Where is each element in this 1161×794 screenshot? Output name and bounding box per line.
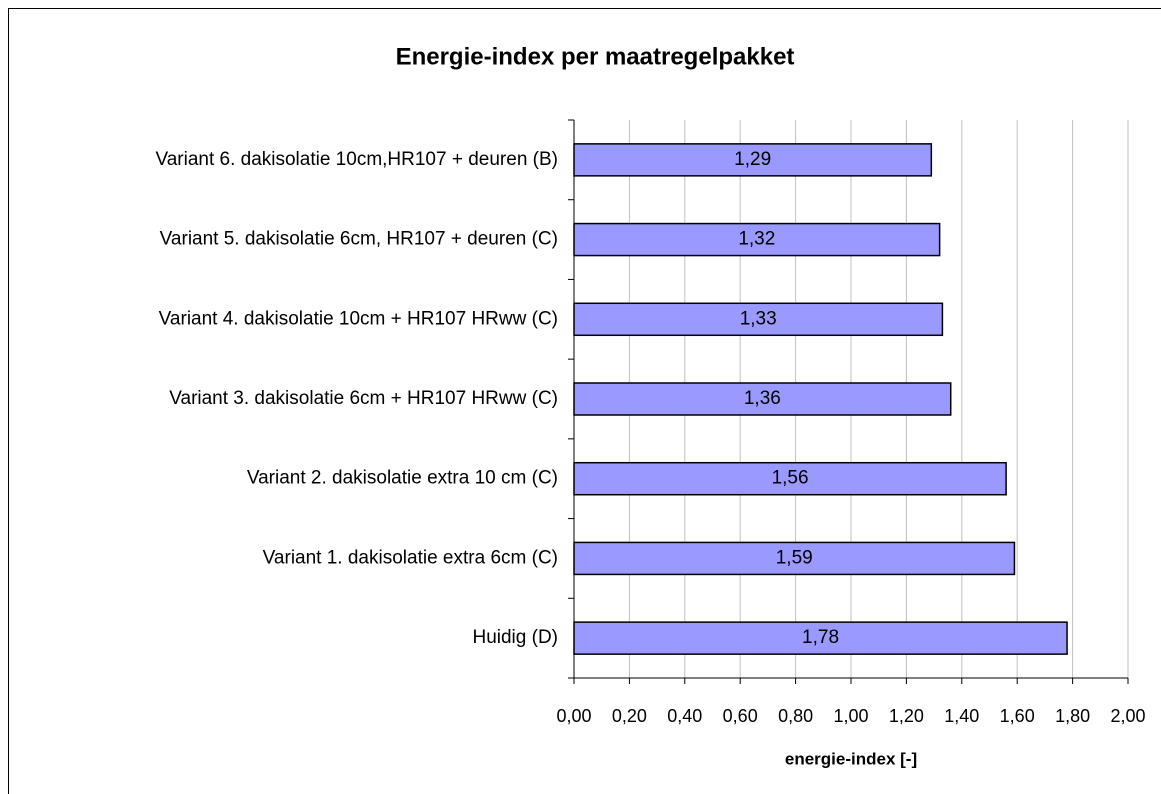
x-tick-label: 0,60 (723, 706, 758, 726)
value-label: 1,56 (772, 468, 809, 489)
value-label: 1,33 (740, 308, 777, 329)
bar (573, 461, 1007, 496)
y-tick-label: Variant 6. dakisolatie 10cm,HR107 + deur… (155, 149, 558, 170)
x-tick-label: 1,20 (889, 706, 924, 726)
value-label: 1,32 (738, 229, 775, 250)
x-axis-label: energie-index [-] (785, 749, 917, 768)
y-tick-label: Huidig (D) (472, 627, 558, 648)
y-tick-label: Variant 3. dakisolatie 6cm + HR107 HRww … (169, 388, 558, 409)
chart-title: Energie-index per maatregelpakket (396, 43, 795, 70)
x-tick-label: 1,40 (944, 706, 979, 726)
bar (573, 541, 1016, 576)
y-tick-label: Variant 4. dakisolatie 10cm + HR107 HRww… (159, 308, 558, 329)
value-label: 1,29 (734, 149, 771, 170)
x-tick-label: 1,80 (1055, 706, 1090, 726)
x-tick-label: 1,60 (1000, 706, 1035, 726)
bar (573, 302, 944, 337)
x-tick-label: 0,80 (778, 706, 813, 726)
x-tick-label: 2,00 (1110, 706, 1145, 726)
y-tick-label: Variant 1. dakisolatie extra 6cm (C) (263, 547, 558, 568)
value-label: 1,59 (776, 547, 813, 568)
bar (573, 382, 952, 416)
bar (573, 222, 941, 257)
bar (573, 621, 1068, 655)
x-tick-label: 0,20 (612, 706, 647, 726)
x-tick-label: 1,00 (833, 706, 868, 726)
x-tick-label: 0,40 (667, 706, 702, 726)
bar (573, 143, 933, 177)
value-label: 1,78 (802, 627, 839, 648)
y-tick-label: Variant 2. dakisolatie extra 10 cm (C) (247, 468, 558, 489)
x-tick-label: 0,00 (556, 706, 591, 726)
y-tick-label: Variant 5. dakisolatie 6cm, HR107 + deur… (160, 229, 558, 250)
value-label: 1,36 (744, 388, 781, 409)
